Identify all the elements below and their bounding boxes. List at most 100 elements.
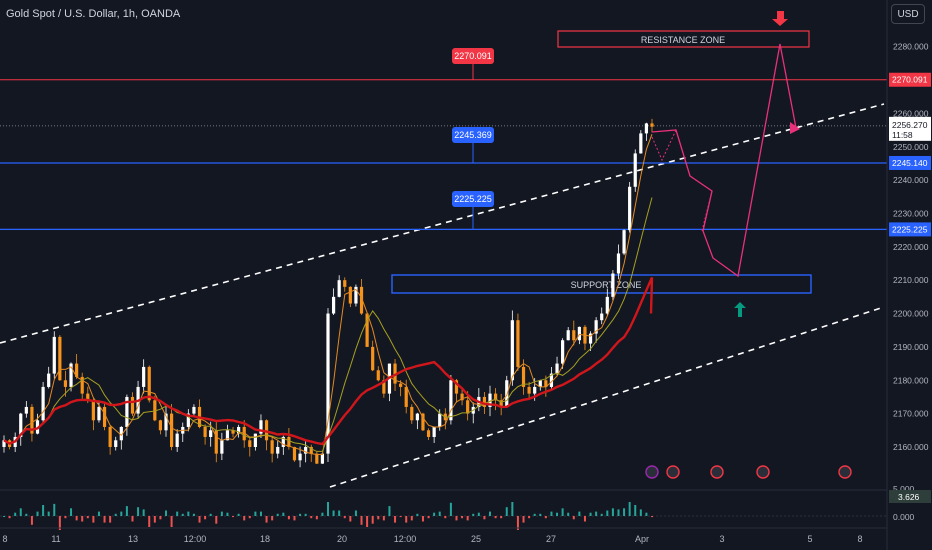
event-flag-icon[interactable] bbox=[710, 465, 724, 479]
channel-lower-line[interactable] bbox=[329, 306, 885, 488]
indicator-bar bbox=[232, 516, 235, 518]
indicator-bar bbox=[466, 516, 469, 521]
indicator-bar bbox=[388, 506, 391, 516]
price-axis-tick: 2280.000 bbox=[893, 42, 929, 52]
candle-body bbox=[102, 406, 107, 427]
candle-body bbox=[611, 273, 615, 297]
indicator-bar bbox=[25, 513, 28, 516]
indicator-bar bbox=[427, 516, 430, 519]
candle-body bbox=[225, 430, 230, 441]
candle-body bbox=[371, 346, 375, 371]
candle-body bbox=[164, 413, 168, 431]
support-zone-box[interactable] bbox=[391, 274, 812, 294]
time-axis-label: 11 bbox=[51, 534, 60, 544]
indicator-bar bbox=[86, 516, 89, 519]
indicator-bar bbox=[539, 513, 542, 516]
candle-body bbox=[192, 406, 196, 414]
candle-body bbox=[169, 413, 174, 447]
time-axis-label: 13 bbox=[128, 534, 138, 544]
candle-body bbox=[488, 393, 492, 407]
candle-body bbox=[242, 426, 246, 441]
candle-body bbox=[354, 286, 358, 304]
indicator-tag-box bbox=[889, 490, 931, 503]
indicator-bar bbox=[97, 511, 100, 516]
candle-body bbox=[248, 440, 252, 447]
candle-body bbox=[438, 413, 442, 427]
indicator-bar bbox=[176, 511, 179, 516]
indicator-bar bbox=[377, 516, 380, 520]
indicator-bar bbox=[293, 516, 296, 521]
channel-upper-line[interactable] bbox=[0, 103, 885, 344]
time-axis-label: 8 bbox=[2, 534, 7, 544]
candle-body bbox=[499, 400, 503, 407]
price-axis-tick: 2180.000 bbox=[893, 375, 929, 385]
candle-body bbox=[304, 446, 308, 454]
candle-body bbox=[510, 320, 514, 381]
candle-body bbox=[281, 436, 285, 447]
price-axis-tick: 2160.000 bbox=[893, 442, 929, 452]
candle-body bbox=[594, 320, 598, 334]
event-flag-icon[interactable] bbox=[756, 465, 770, 479]
indicator-axis-tick: 0.000 bbox=[893, 512, 915, 522]
indicator-bar bbox=[461, 516, 464, 519]
indicator-bar bbox=[421, 516, 424, 522]
indicator-bar bbox=[142, 509, 145, 516]
candle-body bbox=[415, 413, 419, 421]
indicator-bar bbox=[522, 516, 525, 523]
label-resistance-box bbox=[452, 48, 494, 64]
indicator-bar bbox=[192, 513, 195, 516]
indicator-bar bbox=[500, 516, 503, 519]
candle-body bbox=[142, 366, 146, 387]
candle-body bbox=[80, 376, 84, 394]
candle-body bbox=[343, 280, 347, 287]
indicator-bar bbox=[243, 516, 246, 521]
candle-body bbox=[348, 286, 352, 304]
axis-tag-countdown: 11:58 bbox=[892, 130, 913, 140]
fast-ma-line bbox=[3, 134, 653, 455]
candle-body bbox=[365, 313, 369, 347]
indicator-bar bbox=[516, 516, 519, 530]
indicator-bar bbox=[360, 516, 363, 525]
indicator-bar bbox=[583, 516, 586, 522]
label-low-box bbox=[452, 191, 494, 207]
currency-button[interactable]: USD bbox=[891, 4, 925, 24]
indicator-bar bbox=[265, 516, 268, 523]
indicator-bar bbox=[114, 513, 117, 516]
indicator-bar bbox=[254, 511, 257, 516]
candle-body bbox=[527, 386, 531, 394]
indicator-bar bbox=[533, 513, 536, 516]
candle-body bbox=[220, 440, 224, 454]
indicator-bar bbox=[600, 513, 603, 516]
candle-body bbox=[58, 336, 62, 381]
candle-body bbox=[214, 430, 218, 454]
indicator-bar bbox=[47, 511, 50, 516]
candle-body bbox=[588, 333, 593, 344]
indicator-bar bbox=[304, 513, 307, 516]
indicator-bar bbox=[92, 516, 95, 523]
candle-body bbox=[650, 123, 654, 127]
candle-body bbox=[644, 123, 649, 134]
axis-tag-resistance: 2270.091 bbox=[892, 75, 928, 85]
projection-path[interactable] bbox=[651, 43, 797, 278]
candle-body bbox=[549, 373, 554, 387]
event-flag-icon[interactable] bbox=[645, 465, 659, 479]
candle-body bbox=[237, 426, 241, 434]
indicator-bar bbox=[595, 511, 598, 516]
candle-body bbox=[404, 386, 408, 407]
event-flag-icon[interactable] bbox=[838, 465, 852, 479]
candle-body bbox=[426, 430, 431, 437]
indicator-bar bbox=[58, 516, 61, 530]
down-arrow-icon bbox=[772, 11, 788, 26]
indicator-bar bbox=[259, 511, 262, 516]
indicator-bar bbox=[550, 511, 553, 516]
candle-body bbox=[359, 286, 364, 314]
event-flag-icon[interactable] bbox=[666, 465, 680, 479]
candle-body bbox=[566, 330, 570, 341]
indicator-bar bbox=[628, 502, 631, 516]
indicator-bar bbox=[444, 516, 447, 519]
candle-body bbox=[125, 396, 129, 427]
resistance-zone-box[interactable] bbox=[557, 30, 810, 48]
time-axis-label: 3 bbox=[719, 534, 724, 544]
